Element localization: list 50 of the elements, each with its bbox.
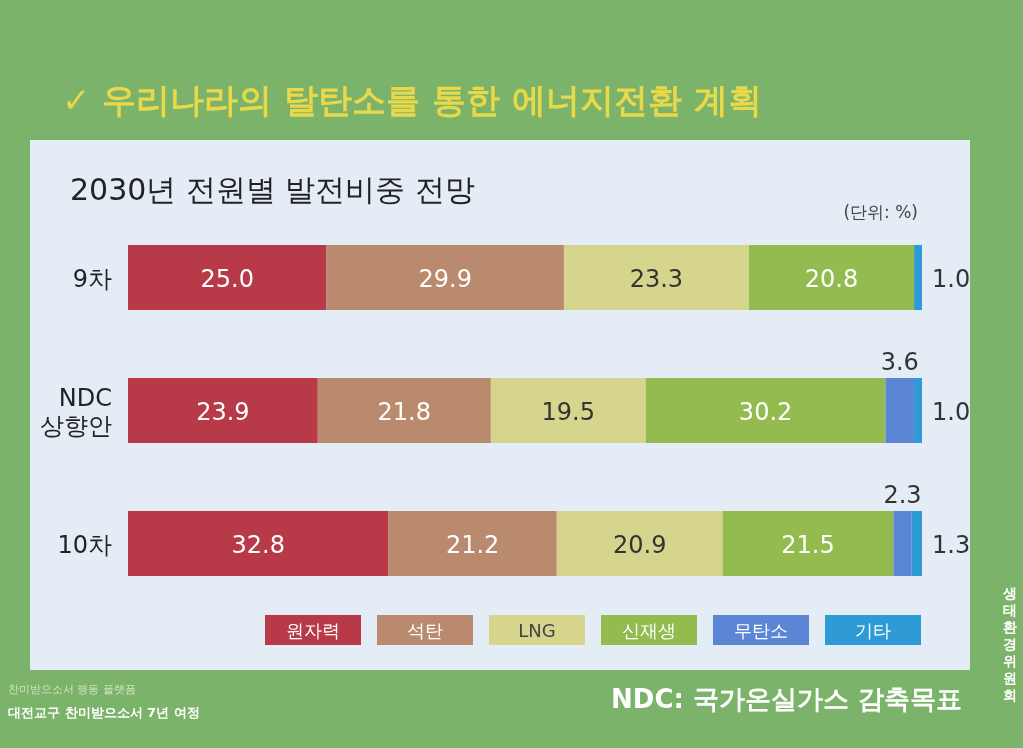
bar [128, 511, 389, 576]
data-label: 20.8 [804, 264, 859, 293]
bar [911, 511, 922, 576]
bar [128, 378, 318, 443]
bar [914, 245, 922, 310]
bar [885, 378, 915, 443]
bar [893, 511, 912, 576]
chart-title: ✓ 우리나라의 탈탄소를 통한 에너지전환 계획 [62, 80, 762, 120]
data-label: 1.0 [932, 397, 971, 426]
bar [556, 511, 723, 576]
bar [914, 378, 922, 443]
text: 대전교구 찬미받으소서 7년 여정 [8, 705, 200, 720]
chart-subtitle: 2030년 전원별 발전비중 전망 [70, 172, 475, 207]
bar [326, 245, 564, 310]
text: 신재생 [622, 620, 676, 641]
bar [490, 378, 646, 443]
data-label: 21.8 [377, 397, 432, 426]
bar [563, 245, 749, 310]
y-tick-label: 9차 [72, 264, 112, 293]
text: LNG [518, 620, 556, 641]
data-label: 23.9 [196, 397, 250, 426]
text: 기타 [855, 620, 891, 641]
data-label: 2.3 [883, 481, 922, 509]
bar [645, 378, 886, 443]
bar [722, 511, 894, 576]
annotation: (단위: %) [843, 202, 918, 222]
text: 원자력 [286, 620, 340, 641]
data-label: 1.3 [932, 530, 971, 559]
data-label: 21.5 [781, 530, 835, 559]
data-label: 32.8 [231, 530, 285, 559]
data-label: 20.9 [613, 530, 667, 559]
data-label: 23.3 [629, 264, 684, 293]
text: 무탄소 [734, 620, 788, 641]
data-label: 21.2 [445, 530, 500, 559]
data-label: 1.0 [932, 264, 971, 293]
annotation: 생태환경위원회 [1003, 585, 1017, 703]
bar [748, 245, 915, 310]
y-tick-label: 10차 [57, 530, 112, 559]
text: NDC: 국가온실가스 감축목표 [611, 684, 962, 714]
y-tick-label: NDC 상향안 [40, 383, 112, 440]
bar [317, 378, 491, 443]
data-label: 29.9 [418, 264, 472, 293]
data-label: 25.0 [200, 264, 254, 293]
bar [388, 511, 557, 576]
text: 석탄 [407, 620, 443, 641]
data-label: 19.5 [541, 397, 595, 426]
bar [128, 245, 327, 310]
text: 찬미받으소서 행동 플랫폼 [8, 683, 136, 696]
data-label: 30.2 [738, 397, 793, 426]
data-label: 3.6 [880, 348, 919, 376]
